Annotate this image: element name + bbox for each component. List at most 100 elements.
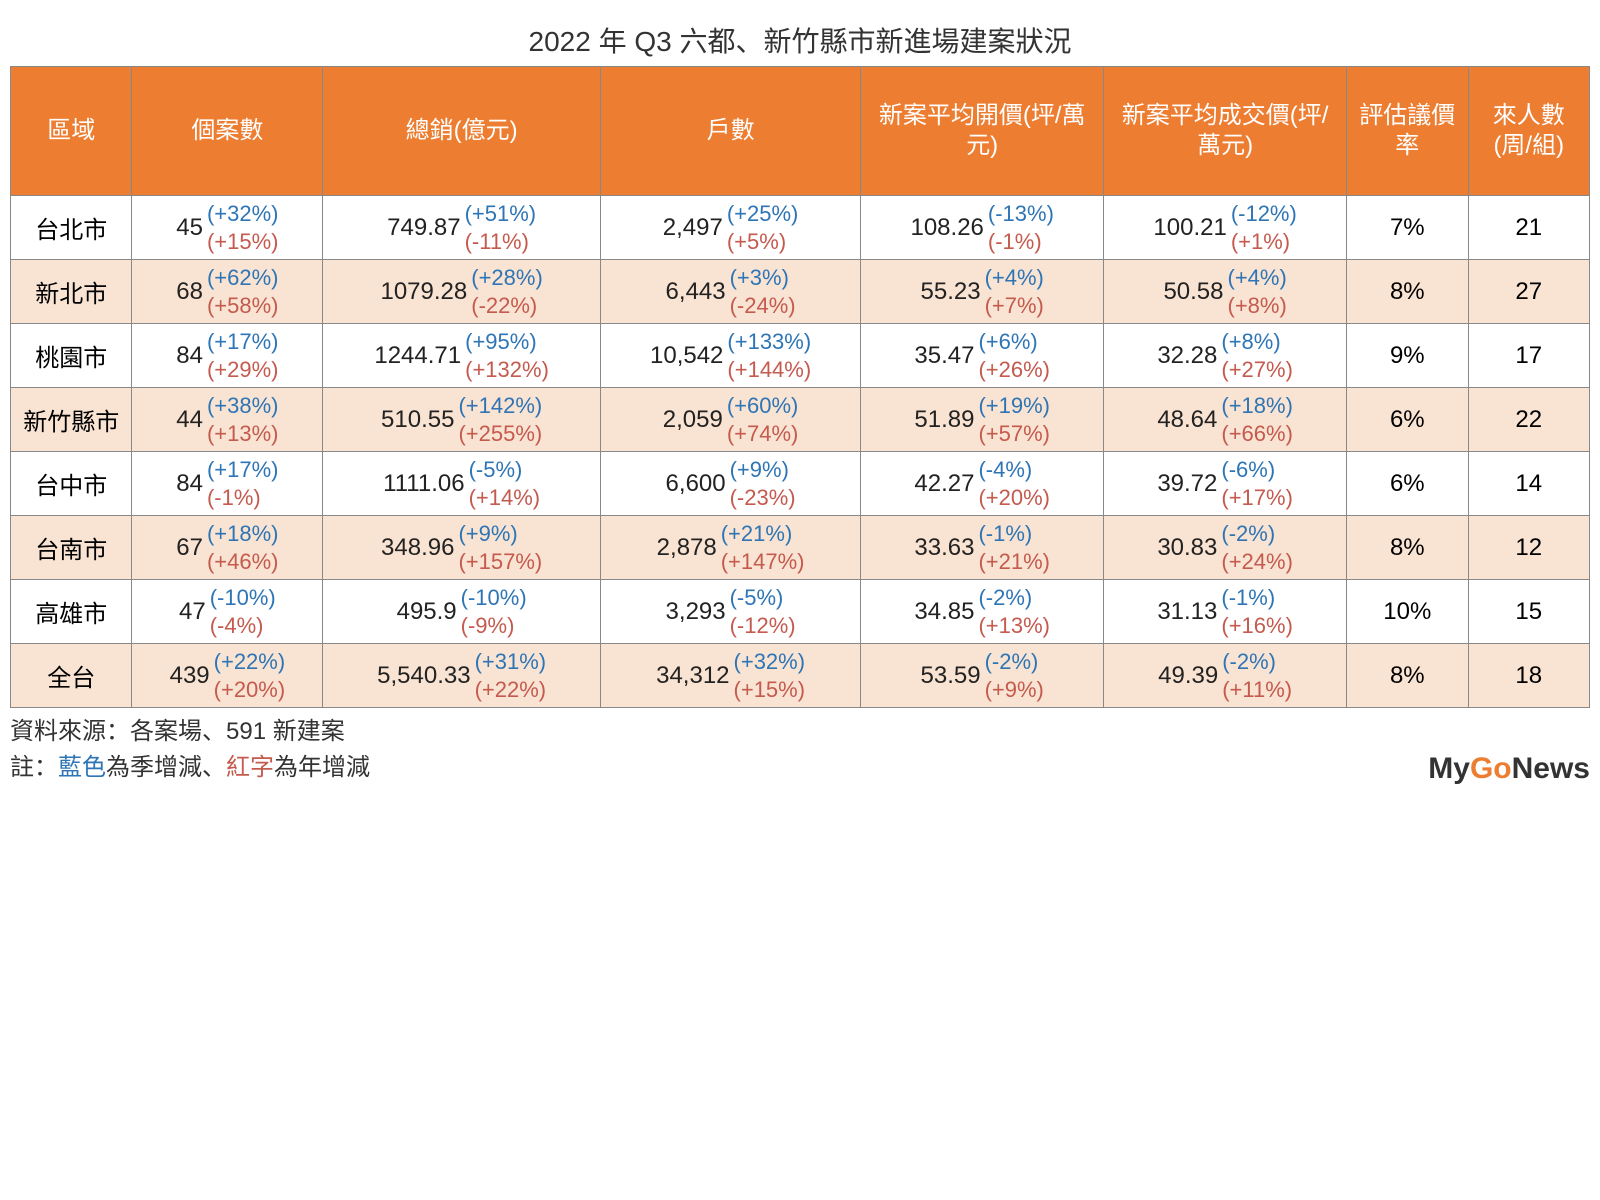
metric-cell: 34.85(-2%)(+13%) bbox=[861, 580, 1104, 644]
table-row: 台北市45(+32%)(+15%)749.87(+51%)(-11%)2,497… bbox=[11, 196, 1590, 260]
metric-cell: 1244.71(+95%)(+132%) bbox=[323, 324, 601, 388]
metric-cell: 44(+38%)(+13%) bbox=[132, 388, 323, 452]
region-cell: 全台 bbox=[11, 644, 132, 708]
visitors-cell: 14 bbox=[1468, 452, 1589, 516]
metric-cell: 2,059(+60%)(+74%) bbox=[600, 388, 860, 452]
metric-cell: 32.28(+8%)(+27%) bbox=[1104, 324, 1347, 388]
delta-quarter: (+31%) bbox=[475, 648, 547, 676]
metric-cell: 31.13(-1%)(+16%) bbox=[1104, 580, 1347, 644]
metric-value: 2,497 bbox=[663, 214, 723, 242]
delta-quarter: (+9%) bbox=[458, 520, 542, 548]
delta-quarter: (+51%) bbox=[465, 200, 537, 228]
delta-quarter: (+22%) bbox=[214, 648, 286, 676]
metric-cell: 1111.06(-5%)(+14%) bbox=[323, 452, 601, 516]
metric-value: 34.85 bbox=[914, 598, 974, 626]
delta-year: (+24%) bbox=[1221, 548, 1293, 576]
delta-quarter: (+4%) bbox=[1228, 264, 1287, 292]
delta-quarter: (+18%) bbox=[1221, 392, 1293, 420]
delta-quarter: (-13%) bbox=[988, 200, 1054, 228]
metric-value: 39.72 bbox=[1157, 470, 1217, 498]
delta-quarter: (-4%) bbox=[978, 456, 1050, 484]
delta-year: (-1%) bbox=[988, 228, 1054, 256]
delta-quarter: (-5%) bbox=[469, 456, 541, 484]
region-cell: 桃園市 bbox=[11, 324, 132, 388]
visitors-cell: 21 bbox=[1468, 196, 1589, 260]
region-cell: 台北市 bbox=[11, 196, 132, 260]
delta-quarter: (+18%) bbox=[207, 520, 279, 548]
delta-quarter: (+21%) bbox=[721, 520, 805, 548]
metric-cell: 30.83(-2%)(+24%) bbox=[1104, 516, 1347, 580]
delta-year: (+57%) bbox=[978, 420, 1050, 448]
delta-year: (+13%) bbox=[207, 420, 279, 448]
delta-quarter: (+95%) bbox=[465, 328, 549, 356]
metric-value: 33.63 bbox=[914, 534, 974, 562]
table-row: 台中市84(+17%)(-1%)1111.06(-5%)(+14%)6,600(… bbox=[11, 452, 1590, 516]
metric-cell: 108.26(-13%)(-1%) bbox=[861, 196, 1104, 260]
table-row: 新北市68(+62%)(+58%)1079.28(+28%)(-22%)6,44… bbox=[11, 260, 1590, 324]
region-cell: 新竹縣市 bbox=[11, 388, 132, 452]
metric-cell: 34,312(+32%)(+15%) bbox=[600, 644, 860, 708]
metric-value: 100.21 bbox=[1153, 214, 1226, 242]
delta-quarter: (+32%) bbox=[734, 648, 806, 676]
delta-year: (+15%) bbox=[734, 676, 806, 704]
metric-cell: 2,497(+25%)(+5%) bbox=[600, 196, 860, 260]
metric-value: 6,443 bbox=[666, 278, 726, 306]
delta-year: (+147%) bbox=[721, 548, 805, 576]
delta-year: (+74%) bbox=[727, 420, 799, 448]
col-header: 區域 bbox=[11, 67, 132, 196]
metric-cell: 48.64(+18%)(+66%) bbox=[1104, 388, 1347, 452]
rate-cell: 7% bbox=[1347, 196, 1468, 260]
delta-year: (+46%) bbox=[207, 548, 279, 576]
metric-value: 48.64 bbox=[1157, 406, 1217, 434]
metric-cell: 39.72(-6%)(+17%) bbox=[1104, 452, 1347, 516]
metric-value: 6,600 bbox=[666, 470, 726, 498]
delta-year: (+29%) bbox=[207, 356, 279, 384]
col-header: 新案平均開價(坪/萬元) bbox=[861, 67, 1104, 196]
metric-cell: 1079.28(+28%)(-22%) bbox=[323, 260, 601, 324]
table-row: 新竹縣市44(+38%)(+13%)510.55(+142%)(+255%)2,… bbox=[11, 388, 1590, 452]
col-header: 來人數(周/組) bbox=[1468, 67, 1589, 196]
visitors-cell: 22 bbox=[1468, 388, 1589, 452]
metric-value: 1079.28 bbox=[380, 278, 467, 306]
delta-quarter: (+4%) bbox=[985, 264, 1044, 292]
col-header: 新案平均成交價(坪/萬元) bbox=[1104, 67, 1347, 196]
delta-year: (-24%) bbox=[730, 292, 796, 320]
visitors-cell: 27 bbox=[1468, 260, 1589, 324]
region-cell: 高雄市 bbox=[11, 580, 132, 644]
metric-value: 47 bbox=[179, 598, 206, 626]
delta-year: (-22%) bbox=[471, 292, 543, 320]
delta-year: (-11%) bbox=[465, 228, 537, 256]
metric-cell: 53.59(-2%)(+9%) bbox=[861, 644, 1104, 708]
page-title: 2022 年 Q3 六都、新竹縣市新進場建案狀況 bbox=[10, 20, 1590, 60]
metric-value: 439 bbox=[170, 662, 210, 690]
delta-year: (+27%) bbox=[1221, 356, 1293, 384]
metric-cell: 35.47(+6%)(+26%) bbox=[861, 324, 1104, 388]
table-row: 全台439(+22%)(+20%)5,540.33(+31%)(+22%)34,… bbox=[11, 644, 1590, 708]
delta-year: (+8%) bbox=[1228, 292, 1287, 320]
delta-year: (+5%) bbox=[727, 228, 799, 256]
delta-quarter: (+6%) bbox=[978, 328, 1050, 356]
metric-value: 30.83 bbox=[1157, 534, 1217, 562]
metric-value: 84 bbox=[176, 470, 203, 498]
delta-quarter: (-1%) bbox=[1221, 584, 1293, 612]
metric-value: 84 bbox=[176, 342, 203, 370]
delta-year: (-4%) bbox=[210, 612, 276, 640]
metric-cell: 33.63(-1%)(+21%) bbox=[861, 516, 1104, 580]
metric-value: 34,312 bbox=[656, 662, 729, 690]
delta-quarter: (-2%) bbox=[978, 584, 1050, 612]
metric-value: 1111.06 bbox=[383, 470, 464, 498]
visitors-cell: 18 bbox=[1468, 644, 1589, 708]
delta-quarter: (-6%) bbox=[1221, 456, 1293, 484]
delta-quarter: (-2%) bbox=[985, 648, 1044, 676]
metric-cell: 68(+62%)(+58%) bbox=[132, 260, 323, 324]
col-header: 個案數 bbox=[132, 67, 323, 196]
rate-cell: 8% bbox=[1347, 644, 1468, 708]
delta-year: (-9%) bbox=[461, 612, 527, 640]
metric-cell: 51.89(+19%)(+57%) bbox=[861, 388, 1104, 452]
delta-year: (+1%) bbox=[1231, 228, 1297, 256]
metric-cell: 50.58(+4%)(+8%) bbox=[1104, 260, 1347, 324]
rate-cell: 8% bbox=[1347, 260, 1468, 324]
legend-line: 註：藍色為季增減、紅字為年增減 bbox=[10, 750, 370, 786]
col-header: 總銷(億元) bbox=[323, 67, 601, 196]
metric-value: 2,878 bbox=[657, 534, 717, 562]
